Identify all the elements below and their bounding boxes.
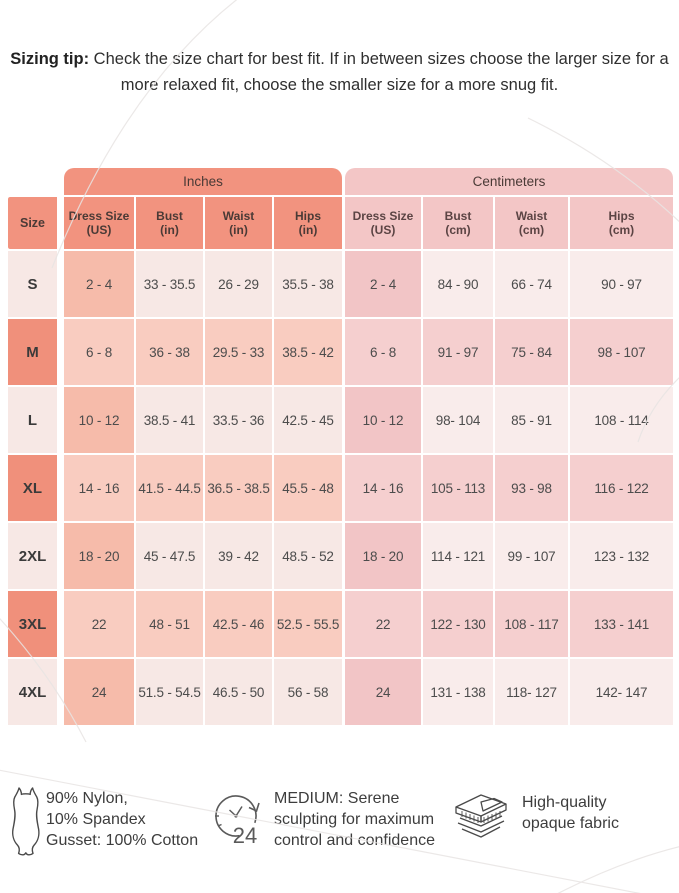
- table-cell: 75 - 84: [495, 319, 568, 385]
- table-cell: 122 - 130: [423, 591, 493, 657]
- table-cell: 48 - 51: [136, 591, 203, 657]
- table-cell: 29.5 - 33: [205, 319, 272, 385]
- size-label: XL: [8, 455, 62, 521]
- column-header-dress-cm: Dress Size (US): [345, 197, 421, 249]
- table-cell: 118- 127: [495, 659, 568, 725]
- table-cell: 22: [64, 591, 134, 657]
- table-cell: 91 - 97: [423, 319, 493, 385]
- table-cell: 6 - 8: [345, 319, 421, 385]
- table-cell: 2 - 4: [64, 251, 134, 317]
- sizing-tip-text: Check the size chart for best fit. If in…: [89, 50, 669, 94]
- table-cell: 24: [345, 659, 421, 725]
- table-cell: 18 - 20: [345, 523, 421, 589]
- table-cell: 99 - 107: [495, 523, 568, 589]
- table-cell: 45.5 - 48: [274, 455, 342, 521]
- table-cell: 41.5 - 44.5: [136, 455, 203, 521]
- table-cell: 14 - 16: [345, 455, 421, 521]
- table-cell: 36.5 - 38.5: [205, 455, 272, 521]
- table-cell: 98 - 107: [570, 319, 673, 385]
- table-cell: 42.5 - 45: [274, 387, 342, 453]
- column-header-waist-cm: Waist (cm): [495, 197, 568, 249]
- centimeters-group-header: Centimeters: [345, 168, 673, 195]
- size-chart-inches: Inches Size Dress Size (US) Bust (in) Wais…: [8, 168, 342, 725]
- size-column-header: Size: [8, 197, 62, 249]
- table-cell: 38.5 - 42: [274, 319, 342, 385]
- table-cell: 48.5 - 52: [274, 523, 342, 589]
- size-label: M: [8, 319, 62, 385]
- table-cell: 98- 104: [423, 387, 493, 453]
- column-header-bust-in: Bust (in): [136, 197, 203, 249]
- table-cell: 108 - 117: [495, 591, 568, 657]
- size-label: 4XL: [8, 659, 62, 725]
- size-label: 3XL: [8, 591, 62, 657]
- sizing-tip-label: Sizing tip:: [10, 50, 90, 68]
- table-cell: 108 - 114: [570, 387, 673, 453]
- column-header-hips-in: Hips (in): [274, 197, 342, 249]
- table-cell: 105 - 113: [423, 455, 493, 521]
- table-cell: 33 - 35.5: [136, 251, 203, 317]
- table-cell: 56 - 58: [274, 659, 342, 725]
- table-cell: 6 - 8: [64, 319, 134, 385]
- table-cell: 38.5 - 41: [136, 387, 203, 453]
- column-header-bust-cm: Bust (cm): [423, 197, 493, 249]
- table-cell: 42.5 - 46: [205, 591, 272, 657]
- size-label: 2XL: [8, 523, 62, 589]
- size-label: S: [8, 251, 62, 317]
- table-cell: 33.5 - 36: [205, 387, 272, 453]
- table-cell: 35.5 - 38: [274, 251, 342, 317]
- table-cell: 45 - 47.5: [136, 523, 203, 589]
- table-cell: 26 - 29: [205, 251, 272, 317]
- table-cell: 133 - 141: [570, 591, 673, 657]
- column-header-waist-in: Waist (in): [205, 197, 272, 249]
- table-cell: 52.5 - 55.5: [274, 591, 342, 657]
- table-cell: 10 - 12: [345, 387, 421, 453]
- table-cell: 51.5 - 54.5: [136, 659, 203, 725]
- table-cell: 85 - 91: [495, 387, 568, 453]
- table-cell: 84 - 90: [423, 251, 493, 317]
- table-cell: 22: [345, 591, 421, 657]
- table-corner-spacer: [8, 168, 62, 195]
- fabric-text: High-quality opaque fabric: [522, 794, 619, 832]
- table-cell: 116 - 122: [570, 455, 673, 521]
- table-cell: 114 - 121: [423, 523, 493, 589]
- swimsuit-icon: [12, 787, 40, 856]
- svg-text:24: 24: [233, 823, 257, 848]
- size-chart-centimeters: Centimeters Dress Size (US) Bust (cm) Wais…: [345, 168, 673, 725]
- table-cell: 24: [64, 659, 134, 725]
- column-header-hips-cm: Hips (cm): [570, 197, 673, 249]
- table-cell: 10 - 12: [64, 387, 134, 453]
- table-cell: 90 - 97: [570, 251, 673, 317]
- feature-legend: 90% Nylon, 10% Spandex Gusset: 100% Cott…: [0, 782, 679, 882]
- table-cell: 93 - 98: [495, 455, 568, 521]
- table-cell: 142- 147: [570, 659, 673, 725]
- table-cell: 131 - 138: [423, 659, 493, 725]
- column-header-dress-in: Dress Size (US): [64, 197, 134, 249]
- sizing-tip: Sizing tip: Check the size chart for bes…: [0, 46, 679, 98]
- control-text: MEDIUM: Serene sculpting for maximum con…: [274, 790, 435, 849]
- table-cell: 66 - 74: [495, 251, 568, 317]
- table-cell: 14 - 16: [64, 455, 134, 521]
- clock-24-icon: 24: [215, 795, 260, 848]
- table-cell: 18 - 20: [64, 523, 134, 589]
- material-text: 90% Nylon, 10% Spandex Gusset: 100% Cott…: [46, 790, 199, 849]
- table-cell: 36 - 38: [136, 319, 203, 385]
- fabric-layers-icon: [455, 794, 507, 838]
- inches-group-header: Inches: [64, 168, 342, 195]
- table-cell: 123 - 132: [570, 523, 673, 589]
- size-label: L: [8, 387, 62, 453]
- table-cell: 46.5 - 50: [205, 659, 272, 725]
- table-cell: 2 - 4: [345, 251, 421, 317]
- table-cell: 39 - 42: [205, 523, 272, 589]
